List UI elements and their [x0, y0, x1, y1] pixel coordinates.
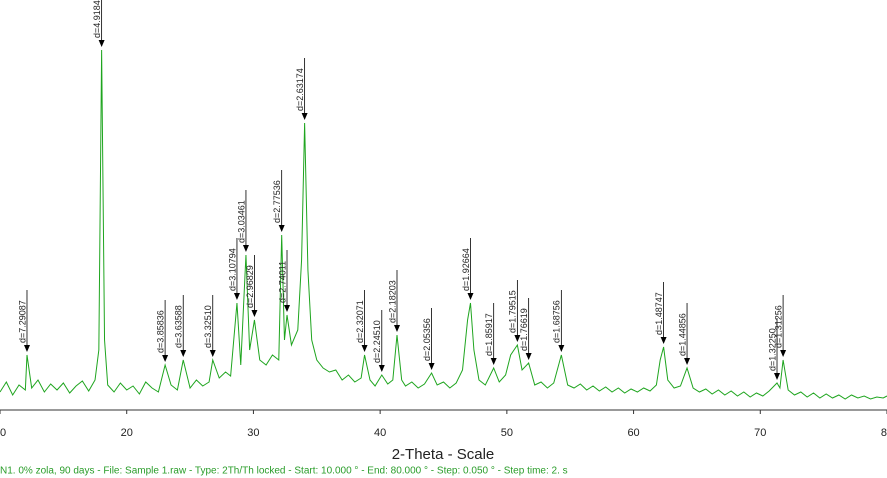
peak-label: d=1.48747	[654, 292, 664, 335]
peak-marker	[209, 350, 216, 357]
peak-label: d=2.32071	[355, 300, 365, 343]
peak-marker	[774, 373, 781, 380]
caption: N1. 0% zola, 90 days - File: Sample 1.ra…	[0, 466, 568, 477]
peak-marker	[361, 345, 368, 352]
peak-marker	[301, 113, 308, 120]
peak-label: d=1.92664	[461, 248, 471, 291]
peak-label: d=3.10794	[227, 248, 237, 291]
x-tick-label: 80	[881, 427, 887, 439]
peak-marker	[558, 345, 565, 352]
peak-label: d=3.85836	[155, 310, 165, 353]
peak-marker	[684, 358, 691, 365]
peak-label: d=7.29087	[17, 300, 27, 343]
peak-label: d=3.03461	[236, 200, 246, 243]
peak-label: d=2.63174	[295, 68, 305, 111]
x-tick-label: 10	[0, 427, 6, 439]
peak-label: d=1.76619	[519, 308, 529, 351]
x-tick-label: 60	[627, 427, 639, 439]
x-tick-label: 70	[754, 427, 766, 439]
peak-label: d=4.91840	[92, 0, 102, 38]
peak-marker	[98, 40, 105, 47]
peak-marker	[490, 358, 497, 365]
peak-marker	[467, 293, 474, 300]
peak-label: d=2.77536	[272, 180, 282, 223]
peak-label: d=2.74011	[277, 261, 287, 303]
peak-marker	[525, 353, 532, 360]
peak-marker	[284, 305, 291, 312]
peak-label: d=1.32250	[767, 328, 777, 371]
x-tick-label: 20	[121, 427, 133, 439]
peak-marker	[180, 350, 187, 357]
peak-marker	[233, 293, 240, 300]
peak-marker	[162, 355, 169, 362]
peak-label: d=1.85917	[484, 313, 494, 356]
peak-marker	[23, 345, 30, 352]
peak-marker	[660, 337, 667, 344]
peak-marker	[378, 365, 385, 372]
peak-label: d=2.96829	[245, 265, 255, 308]
peak-label: d=2.05356	[422, 318, 432, 361]
peak-marker	[251, 310, 258, 317]
peak-label: d=3.63588	[174, 305, 184, 348]
x-axis-title: 2-Theta - Scale	[392, 446, 495, 463]
peak-marker	[514, 335, 521, 342]
x-tick-label: 40	[374, 427, 386, 439]
peak-label: d=1.31256	[773, 305, 783, 348]
spectrum-line	[0, 49, 887, 400]
peak-label: d=2.18203	[387, 280, 397, 323]
peak-label: d=2.24510	[372, 320, 382, 363]
peak-label: d=1.44856	[677, 313, 687, 356]
peak-label: d=1.68756	[552, 300, 562, 343]
x-tick-label: 30	[247, 427, 259, 439]
peak-marker	[428, 363, 435, 370]
peak-label: d=1.79515	[508, 290, 518, 333]
peak-marker	[780, 350, 787, 357]
x-tick-label: 50	[501, 427, 513, 439]
peak-label: d=3.32510	[203, 305, 213, 348]
peak-marker	[278, 225, 285, 232]
peak-marker	[242, 245, 249, 252]
peak-marker	[393, 325, 400, 332]
